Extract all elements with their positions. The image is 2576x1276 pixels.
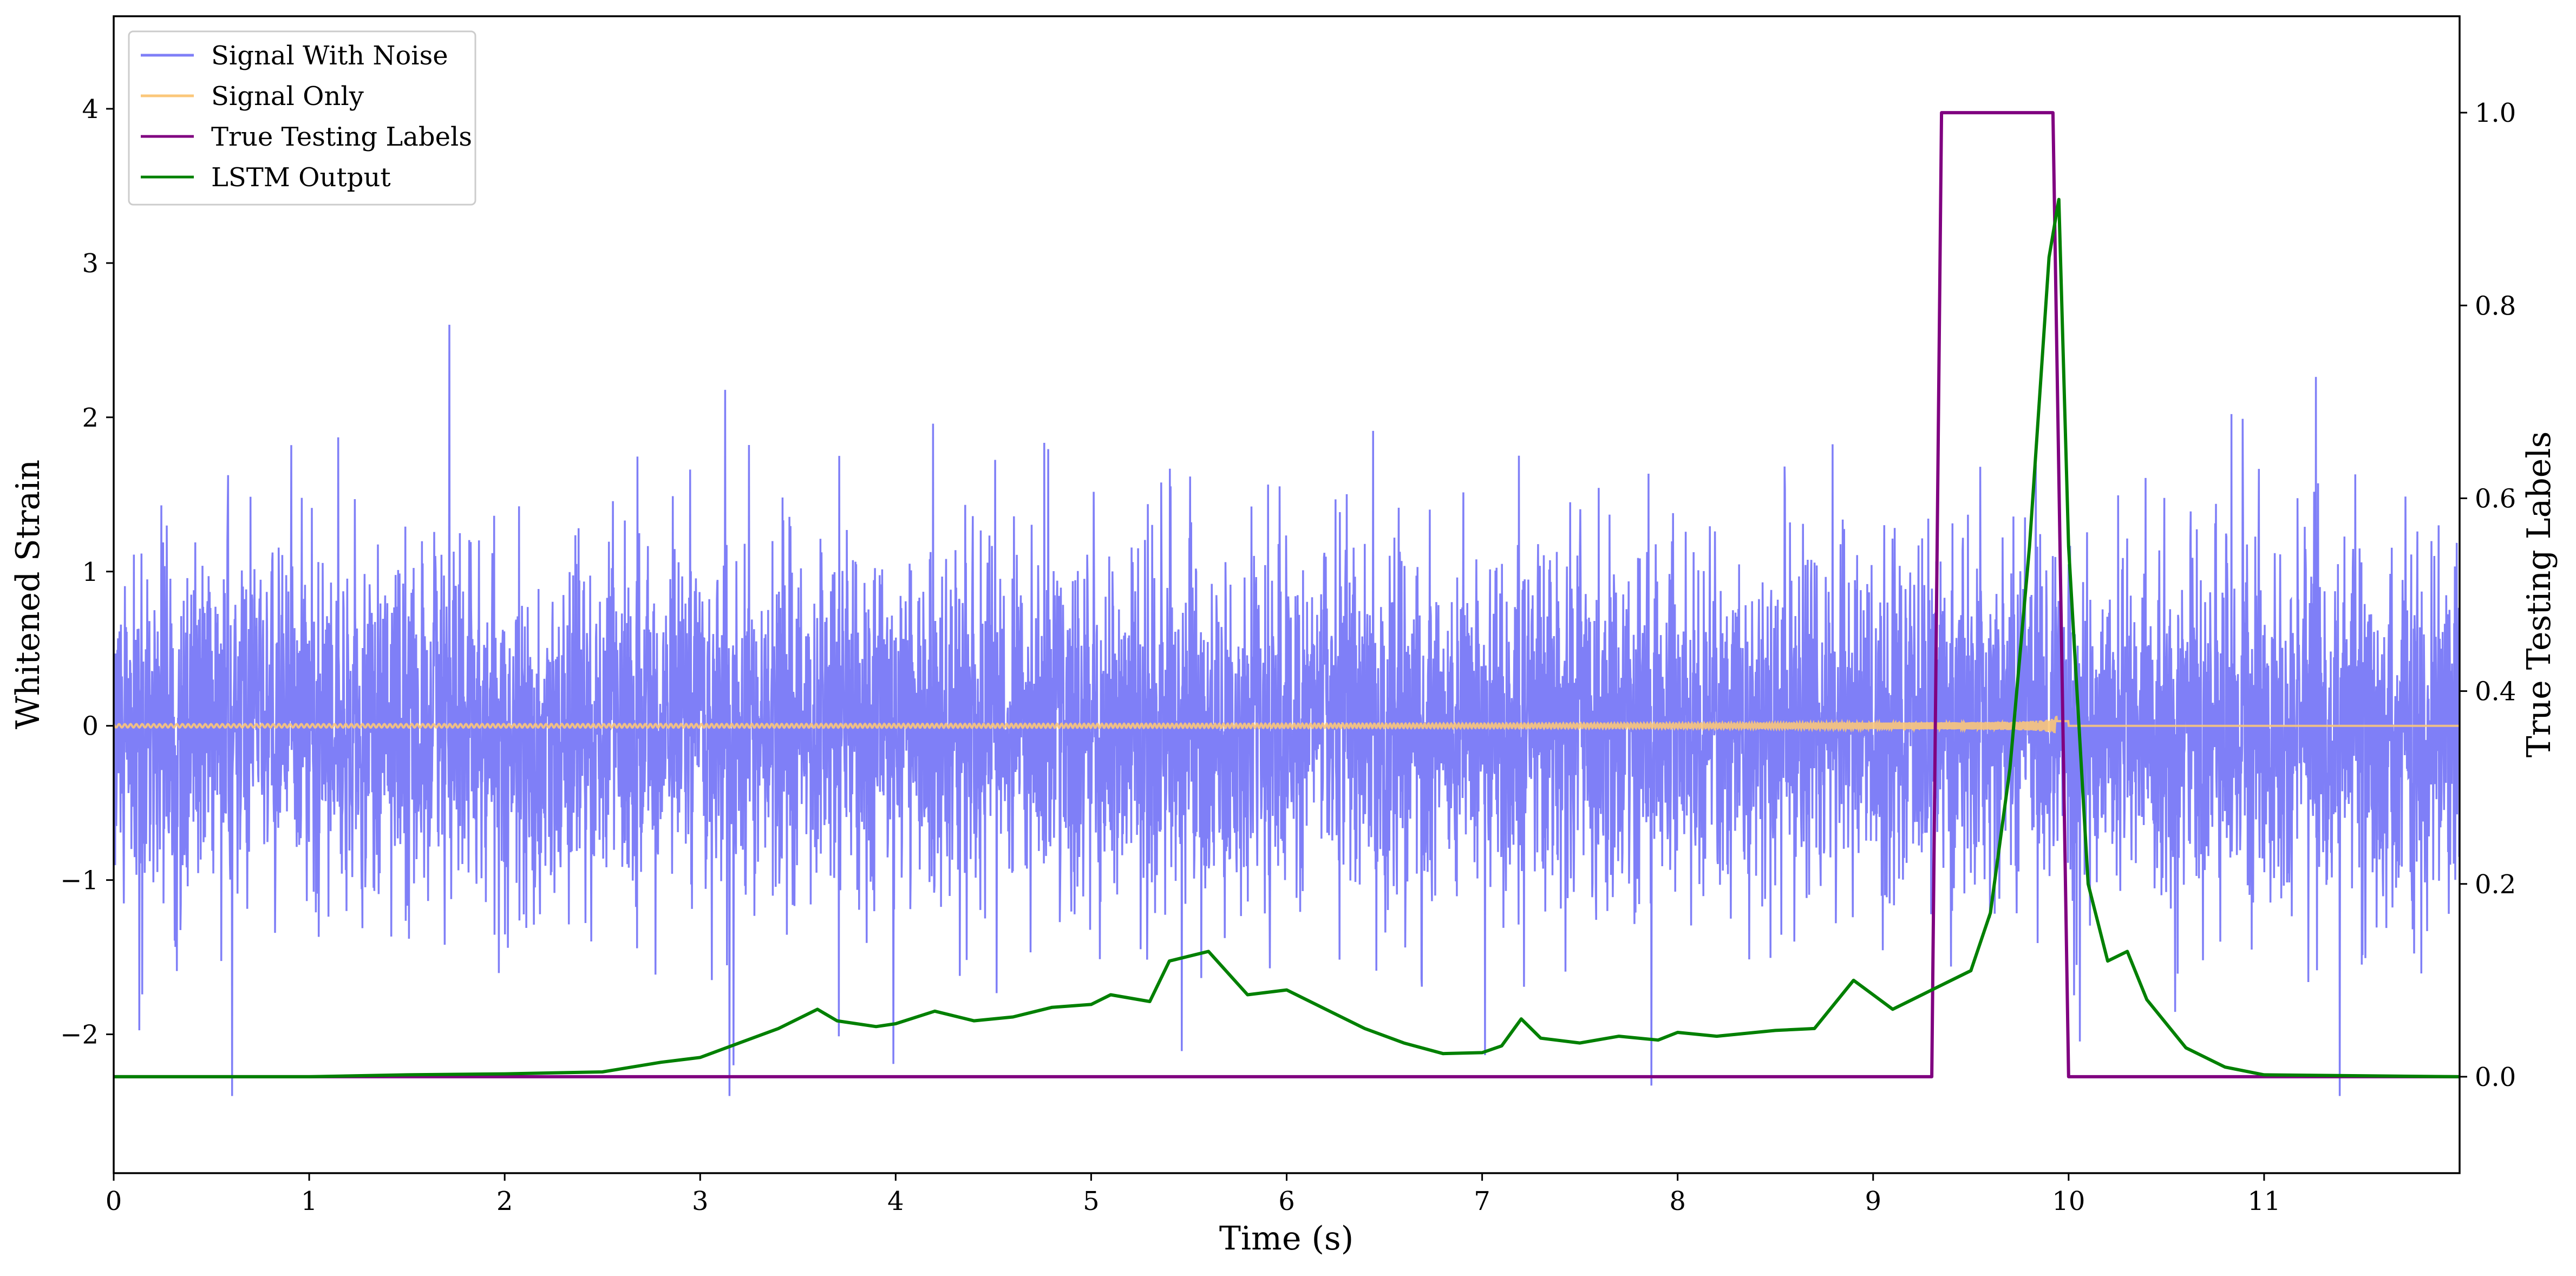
x-tick-label: 1 — [301, 1186, 318, 1216]
x-tick-label: 9 — [1865, 1186, 1881, 1216]
x-tick-label: 11 — [2247, 1186, 2280, 1216]
x-tick-label: 2 — [496, 1186, 513, 1216]
y-tick-label: 0 — [82, 711, 99, 742]
x-tick-label: 8 — [1669, 1186, 1686, 1216]
y2-tick-label: 0.6 — [2475, 483, 2516, 514]
legend-label: True Testing Labels — [211, 122, 472, 152]
x-axis-label: Time (s) — [1219, 1220, 1354, 1258]
x-tick-label: 5 — [1083, 1186, 1100, 1216]
y-tick-label: 2 — [82, 403, 99, 433]
x-tick-label: 10 — [2052, 1186, 2085, 1216]
y2-tick-label: 1.0 — [2475, 98, 2516, 128]
x-tick-label: 6 — [1278, 1186, 1295, 1216]
series-lstm-output — [114, 198, 2460, 1078]
legend-label: Signal Only — [211, 81, 364, 112]
series-true-testing-labels — [114, 111, 2460, 1078]
legend: Signal With Noise Signal Only True Testing… — [128, 30, 476, 206]
x-tick-label: 4 — [887, 1186, 904, 1216]
y2-axis-label: True Testing Labels — [2520, 431, 2558, 758]
y2-tick-label: 0.4 — [2475, 677, 2516, 707]
x-tick-label: 0 — [106, 1186, 122, 1216]
legend-label: LSTM Output — [211, 162, 391, 193]
y-tick-label: 4 — [82, 94, 99, 125]
y2-tick-label: 0.2 — [2475, 869, 2516, 900]
y2-tick-label: 0.8 — [2475, 291, 2516, 321]
y-tick-label: 1 — [82, 557, 99, 587]
legend-box — [128, 30, 476, 206]
legend-label: Signal With Noise — [211, 41, 448, 71]
y2-tick-label: 0.0 — [2475, 1062, 2516, 1092]
y-tick-label: 3 — [82, 248, 99, 279]
x-tick-label: 3 — [692, 1186, 709, 1216]
y-tick-label: −1 — [60, 866, 99, 896]
y-axis-label: Whitened Strain — [9, 460, 47, 729]
x-tick-label: 7 — [1474, 1186, 1490, 1216]
y-tick-label: −2 — [60, 1020, 99, 1050]
series-signal-only — [114, 715, 2460, 734]
